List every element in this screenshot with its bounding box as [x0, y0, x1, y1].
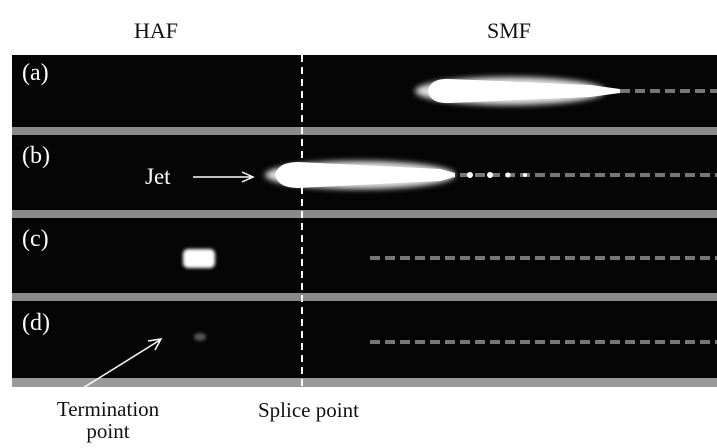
column-label: HAF	[134, 18, 178, 44]
panel-label: (a)	[22, 60, 49, 86]
figure: (a) (b) (c) (d) Jet	[0, 0, 717, 448]
page: (a) (b) (c) (d) Jet HAF SMF Splice point…	[0, 0, 717, 448]
splice-point-label: Splice point	[258, 398, 359, 423]
termination-point-label: Termination point	[38, 398, 178, 442]
panel-label: (c)	[22, 226, 49, 252]
image-background	[12, 55, 717, 387]
panel-label: (b)	[22, 143, 50, 169]
jet-label: Jet	[145, 164, 171, 189]
column-label: SMF	[487, 18, 531, 44]
panel-label: (d)	[22, 310, 50, 336]
